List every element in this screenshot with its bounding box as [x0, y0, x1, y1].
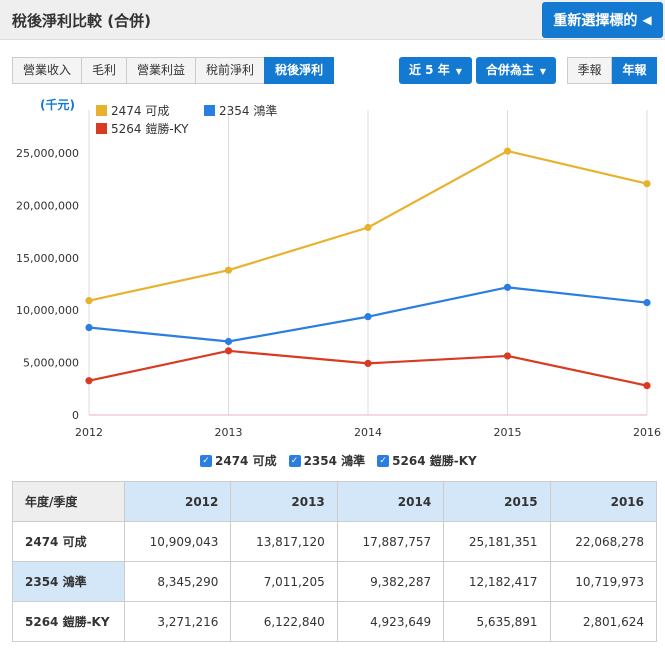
table-row: 5264 鎧勝-KY 3,271,216 6,122,840 4,923,649…	[12, 601, 658, 642]
reselect-label: 重新選擇標的	[553, 13, 638, 29]
data-point	[85, 323, 93, 332]
caret-down-icon: ▼	[455, 67, 462, 76]
consolidation-dropdown-label: 合併為主	[485, 63, 534, 77]
series-checkbox-3[interactable]: ✓ 5264 鎧勝-KY	[377, 452, 477, 469]
series-checkbox-legend: ✓ 2474 可成 ✓ 2354 鴻準 ✓ 5264 鎧勝-KY	[200, 452, 477, 469]
checkbox-checked-icon: ✓	[377, 454, 390, 467]
data-point	[503, 147, 512, 155]
data-point	[224, 337, 233, 346]
table-cell: 10,719,973	[549, 561, 658, 602]
data-table: 年度/季度 2012 2013 2014 2015 2016 2474 可成 1…	[12, 481, 658, 642]
row-label: 2354 鴻準	[12, 561, 125, 602]
table-cell: 17,887,757	[336, 521, 445, 562]
y-tick-label: 15,000,000	[16, 252, 79, 265]
tab-net-income[interactable]: 稅後淨利	[264, 57, 335, 84]
legend-swatch	[96, 123, 107, 134]
y-unit-label: (千元)	[40, 97, 75, 112]
table-corner-header: 年度/季度	[12, 481, 125, 522]
column-header: 2015	[443, 481, 551, 522]
table-cell: 4,923,649	[336, 601, 445, 642]
x-tick-label: 2012	[75, 426, 103, 439]
y-tick-label: 25,000,000	[16, 147, 79, 160]
y-tick-label: 10,000,000	[16, 304, 79, 317]
data-point	[85, 377, 93, 385]
table-cell: 5,635,891	[443, 601, 551, 642]
data-point	[643, 180, 651, 188]
period-toggle: 季報 年報	[567, 57, 657, 84]
table-cell: 9,382,287	[336, 561, 445, 602]
tab-operating-income[interactable]: 營業利益	[126, 57, 197, 84]
checkbox-checked-icon: ✓	[200, 454, 212, 467]
data-point	[364, 223, 372, 232]
table-header-row: 年度/季度 2012 2013 2014 2015 2016	[12, 481, 658, 522]
series-checkbox-2[interactable]: ✓ 2354 鴻準	[288, 452, 366, 469]
legend-label: 2354 鴻準	[219, 103, 277, 118]
x-tick-label: 2014	[354, 426, 382, 439]
data-point	[224, 266, 233, 274]
data-point	[224, 347, 233, 355]
page-title: 稅後淨利比較 (合併)	[12, 12, 151, 30]
data-point	[643, 299, 651, 307]
table-cell: 12,182,417	[443, 561, 551, 602]
column-header: 2014	[336, 481, 445, 522]
tab-gross-profit[interactable]: 毛利	[81, 57, 128, 84]
quarterly-button[interactable]: 季報	[567, 57, 612, 84]
data-point	[503, 352, 512, 360]
data-point	[364, 359, 372, 367]
x-tick-label: 2015	[494, 426, 522, 439]
range-dropdown-label: 近 5 年	[409, 63, 450, 77]
row-label: 2474 可成	[12, 521, 125, 562]
tab-revenue[interactable]: 營業收入	[12, 57, 83, 84]
table-cell: 3,271,216	[123, 601, 232, 642]
table-cell: 13,817,120	[230, 521, 338, 562]
y-tick-label: 20,000,000	[16, 199, 79, 212]
triangle-left-icon: ◀	[642, 13, 652, 27]
table-row: 2354 鴻準 8,345,290 7,011,205 9,382,287 12…	[12, 561, 658, 602]
range-dropdown[interactable]: 近 5 年 ▼	[399, 57, 472, 84]
legend-swatch	[204, 105, 215, 116]
x-tick-label: 2016	[633, 426, 661, 439]
column-header: 2012	[123, 481, 232, 522]
legend-label: 2474 可成	[111, 104, 169, 118]
legend-label: 5264 鎧勝-KY	[111, 121, 189, 136]
table-cell: 25,181,351	[443, 521, 551, 562]
table-cell: 6,122,840	[230, 601, 338, 642]
series-checkbox-1[interactable]: ✓ 2474 可成	[200, 452, 277, 469]
reselect-button[interactable]: 重新選擇標的 ◀	[542, 2, 663, 38]
legend-swatch	[96, 105, 107, 116]
column-header: 2016	[549, 481, 658, 522]
y-tick-label: 0	[72, 409, 79, 422]
data-point	[85, 297, 93, 305]
line-chart: 0 5,000,000 10,000,000 15,000,000 20,000,000…	[16, 97, 661, 439]
row-label: 5264 鎧勝-KY	[12, 601, 125, 642]
series-checkbox-label: 2474 可成	[215, 454, 277, 468]
metric-tabs: 營業收入 毛利 營業利益 稅前淨利 稅後淨利	[12, 57, 335, 84]
column-header: 2013	[230, 481, 338, 522]
tab-pretax-income[interactable]: 稅前淨利	[195, 57, 266, 84]
consolidation-dropdown[interactable]: 合併為主 ▼	[475, 57, 557, 84]
y-tick-label: 5,000,000	[23, 357, 79, 370]
filter-dropdowns: 近 5 年 ▼ 合併為主 ▼	[399, 57, 557, 84]
checkbox-checked-icon: ✓	[288, 454, 301, 467]
caret-down-icon: ▼	[539, 67, 547, 76]
header-bar: 稅後淨利比較 (合併) 重新選擇標的 ◀	[0, 0, 665, 40]
table-cell: 7,011,205	[230, 561, 338, 602]
table-cell: 10,909,043	[123, 521, 232, 562]
series-checkbox-label: 2354 鴻準	[303, 454, 366, 468]
table-cell: 8,345,290	[123, 561, 232, 602]
data-point	[364, 313, 372, 321]
data-point	[503, 283, 512, 291]
series-checkbox-label: 5264 鎧勝-KY	[392, 454, 477, 468]
x-tick-label: 2013	[215, 426, 243, 439]
table-cell: 22,068,278	[549, 521, 658, 562]
table-row: 2474 可成 10,909,043 13,817,120 17,887,757…	[12, 521, 658, 562]
annual-button[interactable]: 年報	[612, 57, 657, 84]
data-point	[643, 382, 651, 390]
table-cell: 2,801,624	[549, 601, 658, 642]
